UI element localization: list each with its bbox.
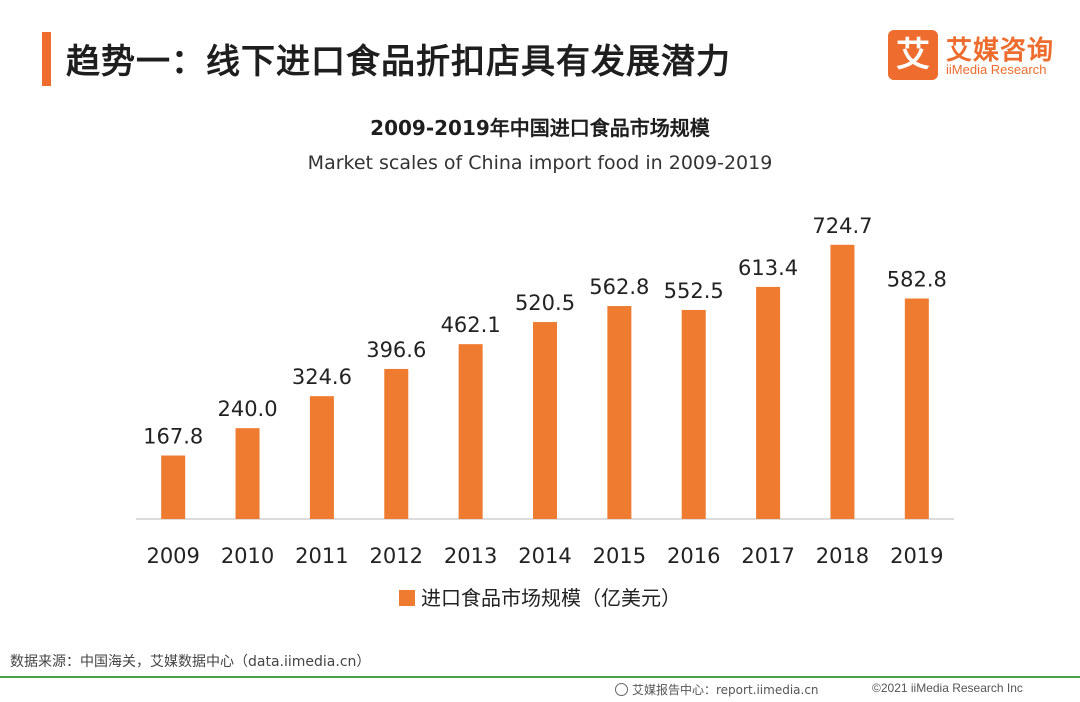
chart-title: 2009-2019年中国进口食品市场规模 [370, 116, 710, 140]
chart-subtitle: Market scales of China import food in 20… [307, 152, 773, 174]
data-label-2014: 520.5 [515, 291, 575, 315]
bar-2013 [458, 344, 483, 519]
x-tick-2017: 2017 [741, 544, 794, 568]
data-label-2009: 167.8 [143, 425, 203, 449]
logo-name-en: iiMedia Research [946, 62, 1047, 77]
logo-mark-icon: 艾 [888, 30, 938, 80]
bar-2016 [681, 309, 706, 519]
x-tick-2012: 2012 [370, 544, 423, 568]
report-center-icon [615, 683, 628, 696]
x-tick-2015: 2015 [593, 544, 646, 568]
legend-swatch [399, 590, 415, 606]
bar-2014 [533, 322, 557, 519]
x-tick-2011: 2011 [295, 544, 348, 568]
data-label-2012: 396.6 [366, 338, 426, 362]
x-tick-2019: 2019 [890, 544, 943, 568]
bar-2019 [904, 298, 929, 519]
footer-divider [0, 676, 1080, 678]
x-tick-2018: 2018 [816, 544, 869, 568]
bar-2012 [384, 368, 409, 519]
bar-2009 [161, 455, 186, 519]
data-label-2015: 562.8 [589, 275, 649, 299]
title-accent-bar [42, 32, 51, 86]
data-label-2018: 724.7 [812, 214, 872, 238]
data-label-2017: 613.4 [738, 256, 798, 280]
x-tick-2014: 2014 [518, 544, 571, 568]
legend-label: 进口食品市场规模（亿美元） [421, 586, 681, 610]
data-label-2010: 240.0 [217, 397, 277, 421]
bar-2015 [607, 306, 632, 519]
bar-2010 [235, 428, 260, 519]
data-label-2019: 582.8 [887, 267, 947, 291]
logo-name-cn: 艾媒咨询 [946, 36, 1055, 66]
data-source: 数据来源：中国海关，艾媒数据中心（data.iimedia.cn） [10, 654, 371, 670]
x-tick-2010: 2010 [221, 544, 274, 568]
bar-2018 [830, 244, 855, 519]
data-label-2013: 462.1 [441, 313, 501, 337]
x-tick-2009: 2009 [146, 544, 199, 568]
page-title: 趋势一：线下进口食品折扣店具有发展潜力 [66, 42, 731, 82]
x-tick-2016: 2016 [667, 544, 720, 568]
iimedia-logo: 艾 艾媒咨询 iiMedia Research [888, 30, 1068, 84]
chart-legend: 进口食品市场规模（亿美元） [0, 582, 1080, 611]
data-label-2011: 324.6 [292, 365, 352, 389]
footer-left-text: 艾媒报告中心：report.iimedia.cn [632, 683, 819, 697]
bar-2017 [756, 286, 781, 519]
bar-2011 [309, 396, 334, 519]
footer-copyright: ©2021 iiMedia Research Inc [872, 681, 1023, 695]
x-tick-2013: 2013 [444, 544, 497, 568]
data-label-2016: 552.5 [664, 279, 724, 303]
footer-report-center: 艾媒报告中心：report.iimedia.cn [615, 681, 819, 698]
